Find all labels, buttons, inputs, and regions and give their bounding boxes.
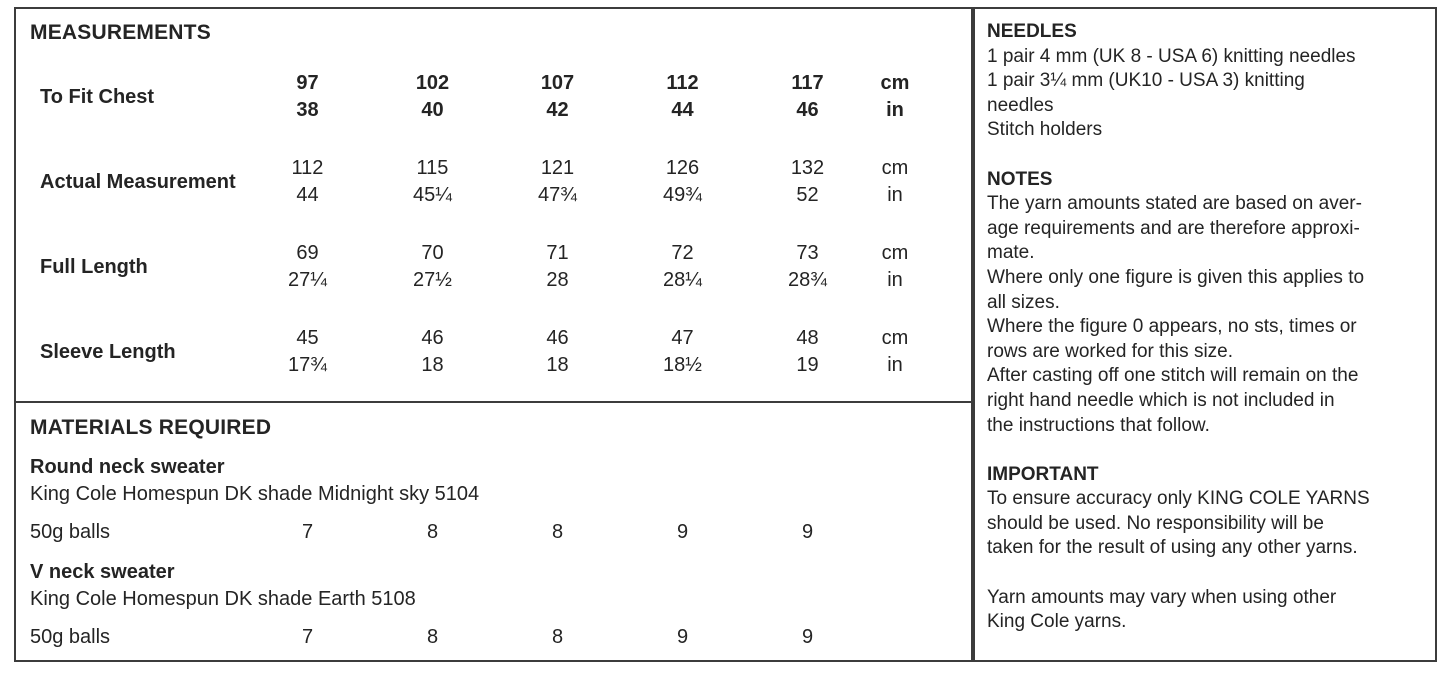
- right-panel: NEEDLES 1 pair 4 mm (UK 8 - USA 6) knitt…: [973, 7, 1437, 662]
- notes-section: NOTES The yarn amounts stated are based …: [987, 168, 1425, 439]
- balls-row: 50g balls 7 8 8 9 9: [16, 624, 971, 651]
- measure-cell: 132 52: [790, 157, 825, 206]
- needles-body: 1 pair 4 mm (UK 8 - USA 6) knitting need…: [987, 45, 1356, 141]
- measure-cell: 107 42: [540, 72, 575, 121]
- balls-count: 8: [551, 521, 564, 543]
- measure-cell: 72 28¼: [663, 242, 702, 291]
- row-label: Full Length: [40, 255, 148, 278]
- measure-cell: 97 38: [296, 72, 319, 121]
- important-body-2: Yarn amounts may vary when using other K…: [987, 586, 1337, 633]
- measure-cell: 73 28¾: [788, 242, 827, 291]
- balls-label: 50g balls: [30, 521, 111, 543]
- measure-cell: 46 18: [546, 327, 569, 376]
- measure-cell: 102 40: [415, 72, 450, 121]
- measure-cell: 69 27¼: [288, 242, 327, 291]
- needles-section: NEEDLES 1 pair 4 mm (UK 8 - USA 6) knitt…: [987, 20, 1425, 143]
- measure-cell: 70 27½: [413, 242, 452, 291]
- table-row-actual-measurement: Actual Measurement 112 44 115 45¼ 121 47…: [16, 155, 971, 209]
- unit-cell: cm in: [881, 157, 909, 206]
- measure-cell: 71 28: [546, 242, 569, 291]
- row-label: Actual Measurement: [40, 170, 236, 193]
- balls-count: 9: [676, 626, 689, 648]
- needles-title: NEEDLES: [987, 21, 1077, 42]
- balls-unit-spacer: [870, 624, 920, 651]
- important-body: To ensure accuracy only KING COLE YARNS …: [987, 488, 1370, 559]
- table-row-sleeve-length: Sleeve Length 45 17¾ 46 18 46 18 47 18½: [16, 325, 971, 379]
- material-item-round-neck: Round neck sweater King Cole Homespun DK…: [16, 454, 971, 546]
- balls-count: 9: [801, 626, 814, 648]
- balls-row: 50g balls 7 8 8 9 9: [16, 519, 971, 546]
- balls-count: 9: [801, 521, 814, 543]
- table-row-to-fit-chest: To Fit Chest 97 38 102 40 107 42 112 44: [16, 70, 971, 124]
- measure-cell: 117 46: [791, 72, 824, 121]
- measure-cell: 48 19: [796, 327, 819, 376]
- measure-cell: 47 18½: [663, 327, 702, 376]
- materials-title: MATERIALS REQUIRED: [30, 416, 272, 439]
- material-item-v-neck: V neck sweater King Cole Homespun DK sha…: [16, 559, 971, 651]
- balls-unit-spacer: [870, 519, 920, 546]
- balls-count: 9: [676, 521, 689, 543]
- row-label: Sleeve Length: [40, 340, 176, 363]
- item-name: V neck sweater: [30, 561, 175, 583]
- materials-section: MATERIALS REQUIRED Round neck sweater Ki…: [16, 403, 971, 660]
- measure-cell: 112 44: [666, 72, 699, 121]
- measure-cell: 121 47¾: [538, 157, 577, 206]
- measurements-title: MEASUREMENTS: [30, 21, 211, 44]
- measure-cell: 115 45¼: [413, 157, 452, 206]
- item-yarn: King Cole Homespun DK shade Midnight sky…: [30, 483, 480, 505]
- balls-count: 8: [426, 626, 439, 648]
- measurements-section: MEASUREMENTS To Fit Chest 97 38 102 40 1…: [16, 9, 971, 403]
- measure-cell: 112 44: [291, 157, 324, 206]
- unit-cell: cm in: [881, 242, 909, 291]
- balls-count: 8: [426, 521, 439, 543]
- balls-count: 7: [301, 521, 314, 543]
- balls-count: 7: [301, 626, 314, 648]
- notes-body: The yarn amounts stated are based on ave…: [987, 193, 1365, 436]
- unit-cell: cm in: [881, 327, 909, 376]
- measure-cell: 46 18: [421, 327, 444, 376]
- balls-count: 8: [551, 626, 564, 648]
- measure-cell: 126 49¾: [663, 157, 702, 206]
- item-yarn: King Cole Homespun DK shade Earth 5108: [30, 588, 416, 610]
- important-section: IMPORTANT To ensure accuracy only KING C…: [987, 463, 1425, 635]
- measure-cell: 45 17¾: [288, 327, 327, 376]
- table-row-full-length: Full Length 69 27¼ 70 27½ 71 28 72 28¼: [16, 240, 971, 294]
- unit-cell: cm in: [880, 72, 910, 121]
- row-label: To Fit Chest: [40, 85, 155, 108]
- left-panel: MEASUREMENTS To Fit Chest 97 38 102 40 1…: [14, 7, 973, 662]
- notes-title: NOTES: [987, 168, 1053, 190]
- item-name: Round neck sweater: [30, 456, 225, 478]
- balls-label: 50g balls: [30, 626, 111, 648]
- important-title: IMPORTANT: [987, 463, 1099, 485]
